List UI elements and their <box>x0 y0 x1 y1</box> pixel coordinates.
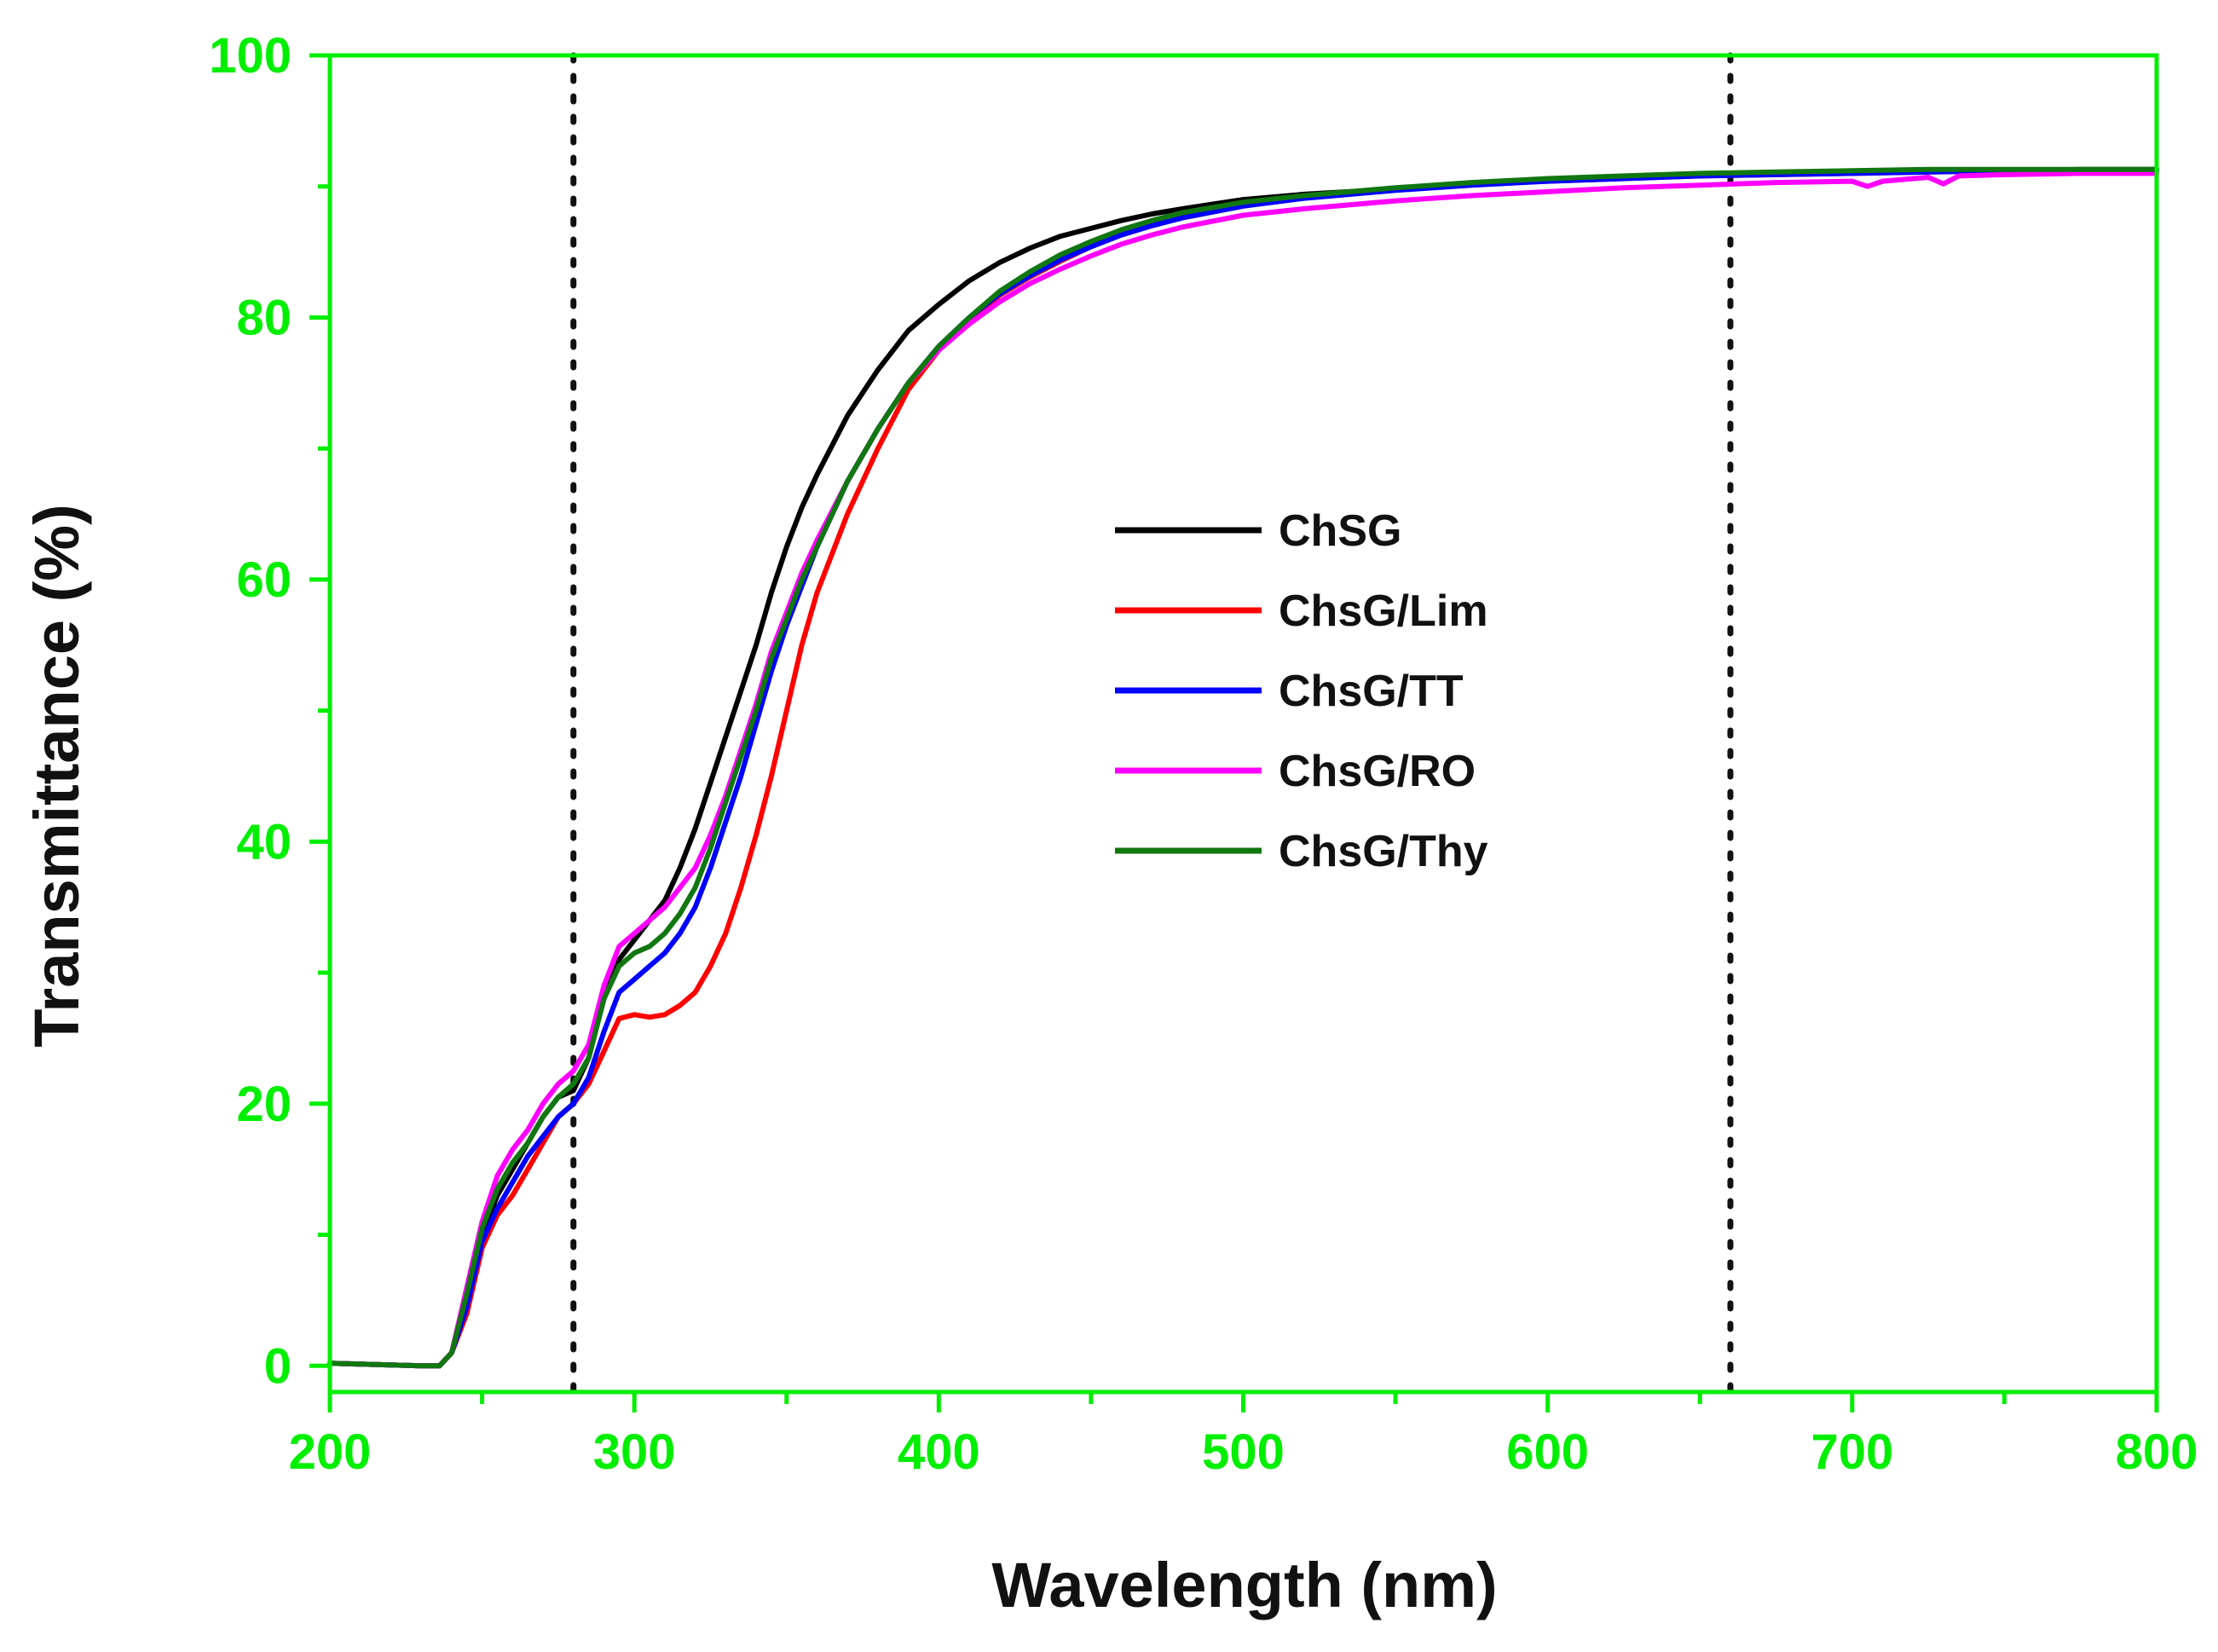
axis-ticks <box>309 53 2159 1412</box>
x-tick-label-800: 800 <box>2116 1424 2198 1480</box>
x-tick-label-500: 500 <box>1202 1424 1285 1480</box>
axis-tick-labels: 200 300 400 500 600 700 800 0 20 40 60 80 100 <box>209 28 2198 1480</box>
y-tick-label-100: 100 <box>209 28 292 84</box>
y-tick-label-20: 20 <box>236 1077 292 1132</box>
x-tick-label-600: 600 <box>1506 1424 1589 1480</box>
legend-label-chsg-tt: ChsG/TT <box>1279 667 1464 716</box>
legend-label-chsg-lim: ChsG/Lim <box>1279 586 1488 636</box>
y-tick-label-0: 0 <box>264 1338 292 1394</box>
x-tick-label-700: 700 <box>1811 1424 1893 1480</box>
y-tick-label-60: 60 <box>236 552 292 608</box>
x-axis-title: Wavelength (nm) <box>991 1550 1497 1620</box>
legend: ChSG ChsG/Lim ChsG/TT ChsG/RO ChsG/Thy <box>1115 506 1488 876</box>
x-tick-label-200: 200 <box>289 1424 372 1480</box>
x-tick-label-300: 300 <box>593 1424 676 1480</box>
plot-frame <box>327 53 2159 1395</box>
y-tick-label-80: 80 <box>236 290 292 345</box>
legend-label-chsg-thy: ChsG/Thy <box>1279 827 1488 876</box>
y-tick-label-40: 40 <box>236 814 292 869</box>
reference-lines <box>570 52 1734 1395</box>
series-layer <box>327 166 2159 1369</box>
y-axis-title: Transmittance (%) <box>21 504 92 1047</box>
legend-label-chsg-ro: ChsG/RO <box>1279 747 1476 796</box>
legend-label-chsg: ChSG <box>1279 506 1401 556</box>
x-tick-label-400: 400 <box>898 1424 980 1480</box>
series-line-chsg-thy <box>327 166 2159 1369</box>
